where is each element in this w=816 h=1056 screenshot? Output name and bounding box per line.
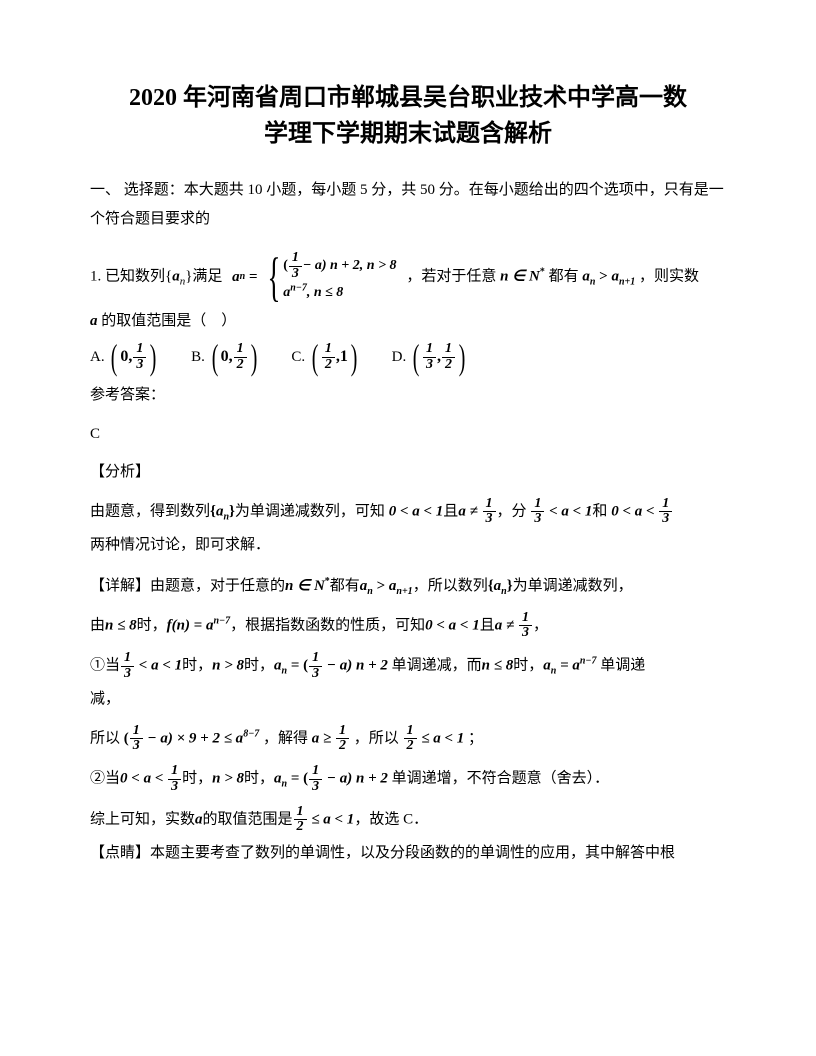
q1-mid4: ，则实数 [639, 268, 699, 284]
q1-seq-sym: a [172, 268, 180, 284]
detail-label: 【详解】 [90, 578, 150, 594]
detail-p1: 【详解】由题意，对于任意的n ∈ N*都有an > an+1，所以数列{an}为… [90, 572, 726, 601]
title-line-2: 学理下学期期末试题含解析 [264, 121, 552, 147]
q1-prefix: 1. 已知数列{ [90, 268, 172, 284]
q1-piecewise: an = { (13− a) n + 2, n > 8 an−7, n ≤ 8 [232, 251, 396, 303]
detail-case2: ②当0 < a < 13时，n > 8时，an = (13 − a) n + 2… [90, 764, 726, 794]
q1-mid1: }满足 [185, 268, 222, 284]
option-d: D. (13,12) [392, 349, 468, 365]
q1-line2: a 的取值范围是（ ） [90, 307, 726, 336]
section-1-header: 一、 选择题：本大题共 10 小题，每小题 5 分，共 50 分。在每小题给出的… [90, 176, 726, 233]
dianjing: 【点睛】本题主要考查了数列的单调性，以及分段函数的的单调性的应用，其中解答中根 [90, 839, 726, 868]
q1-mid3: 都有 [549, 268, 579, 284]
detail-conclusion: 综上可知，实数a的取值范围是12 ≤ a < 1，故选 C． [90, 805, 726, 835]
detail-case1: ①当13 < a < 1时，n > 8时，an = (13 − a) n + 2… [90, 651, 726, 681]
detail-p2: 由n ≤ 8时，f(n) = an−7，根据指数函数的性质，可知0 < a < … [90, 611, 726, 641]
detail-case1b: 减， [90, 685, 726, 714]
q1-line1: 1. 已知数列{an}满足 an = { (13− a) n + 2, n > … [90, 251, 726, 303]
title-line-1: 2020 年河南省周口市郸城县吴台职业技术中学高一数 [129, 85, 687, 111]
dianjing-label: 【点睛】 [90, 845, 150, 861]
option-c: C. (12,1) [291, 349, 363, 365]
q1-cond-star: * [540, 266, 545, 277]
dianjing-text: 本题主要考查了数列的单调性，以及分段函数的的单调性的应用，其中解答中根 [150, 845, 675, 861]
option-b: B. (0,12) [191, 349, 263, 365]
detail-so: 所以 (13 − a) × 9 + 2 ≤ a8−7 ，解得 a ≥ 12 ，所… [90, 724, 726, 754]
pw-brace: { [268, 253, 281, 301]
q1-an: a [582, 268, 590, 284]
q1-a-sym: a [90, 313, 98, 329]
analysis-label: 【分析】 [90, 458, 726, 487]
ref-answer-label: 参考答案： [90, 381, 726, 410]
pw-lhs-a: a [232, 263, 240, 292]
option-a: A. (0,13) [90, 349, 163, 365]
q1-options: A. (0,13) B. (0,12) C. (12,1) D. (13,12) [90, 339, 726, 375]
doc-title: 2020 年河南省周口市郸城县吴台职业技术中学高一数 学理下学期期末试题含解析 [90, 80, 726, 152]
analysis-p1: 由题意，得到数列{an}为单调递减数列，可知 0 < a < 1且a ≠ 13，… [90, 497, 726, 527]
q1-mid2: ，若对于任意 [406, 268, 496, 284]
pw-eq: = [245, 263, 261, 292]
q1-cond-n: n ∈ N [500, 268, 540, 284]
ref-answer: C [90, 420, 726, 449]
pw-rows: (13− a) n + 2, n > 8 an−7, n ≤ 8 [283, 251, 396, 303]
analysis-p2: 两种情况讨论，即可求解． [90, 531, 726, 560]
